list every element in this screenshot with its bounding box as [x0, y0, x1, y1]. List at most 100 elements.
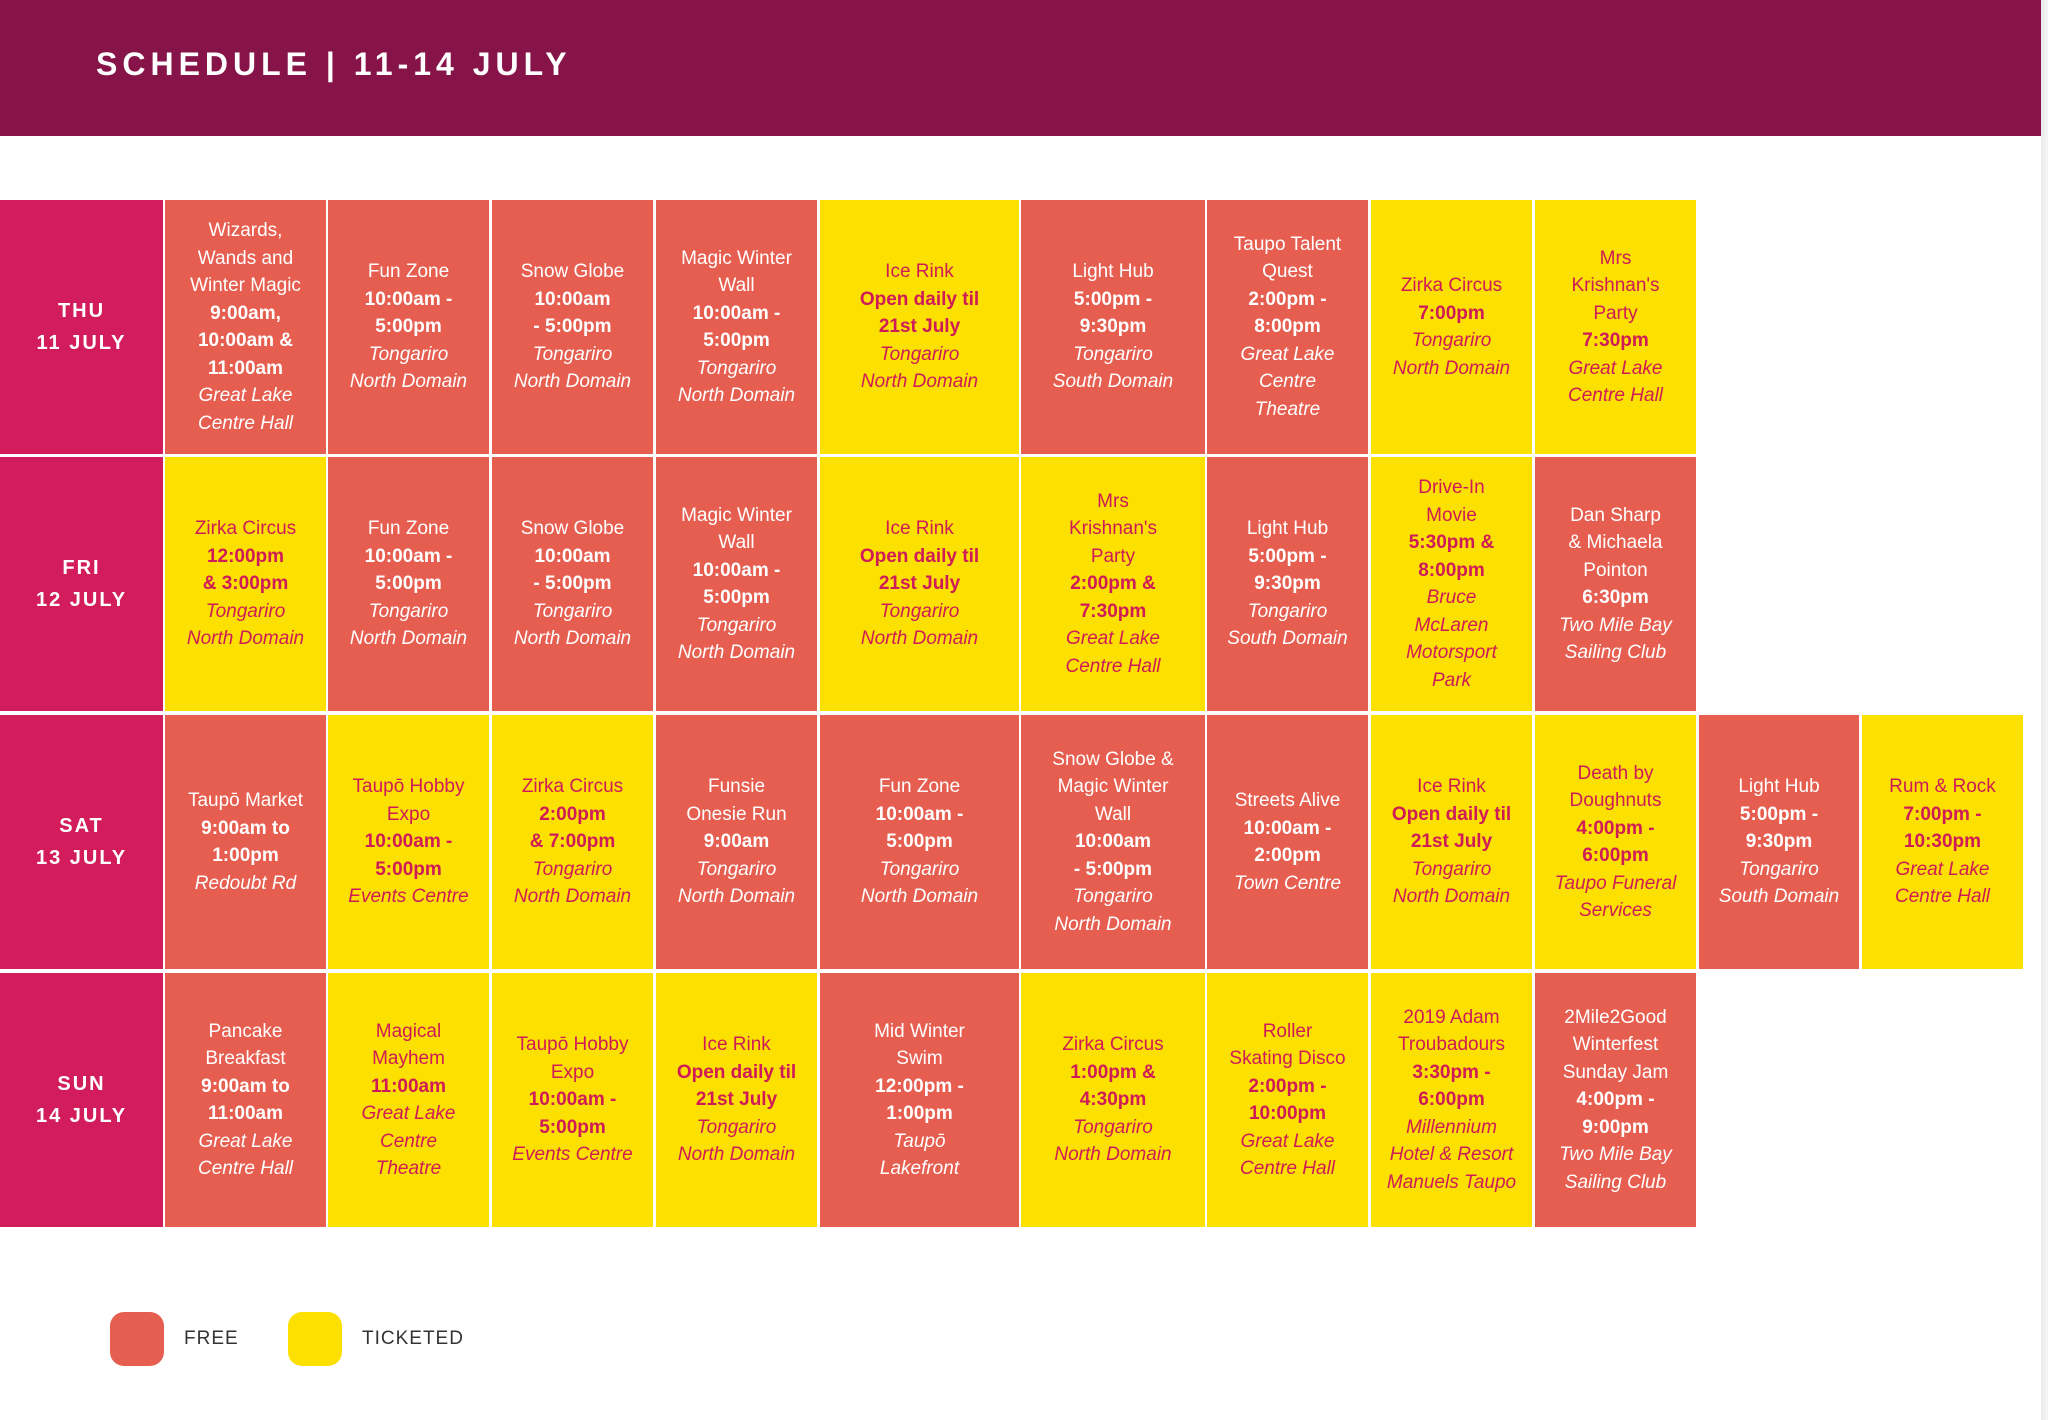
event-time: 21st July — [695, 1089, 778, 1111]
event-venue: Tongariro — [696, 357, 777, 379]
event-venue: Tongariro — [1247, 600, 1328, 622]
event-time: 10:00am - — [528, 1089, 617, 1111]
event-cell-funsie-onesie-run: Funsie Onesie Run 9:00am Tongariro North Dom… — [656, 715, 817, 969]
event-name: Party — [1090, 545, 1136, 567]
event-name: Skating Disco — [1229, 1048, 1346, 1069]
event-venue: North Domain — [860, 886, 979, 908]
event-venue: Great Lake — [1895, 858, 1990, 880]
event-time: 21st July — [1410, 831, 1493, 853]
event-venue: Manuels Taupo — [1386, 1171, 1517, 1193]
event-time: 5:30pm & — [1408, 532, 1495, 553]
event-time: 11:00am — [370, 1075, 446, 1097]
event-venue: Centre Hall — [197, 1158, 294, 1179]
event-name: Movie — [1426, 504, 1477, 526]
event-name: Ice Rink — [702, 1034, 771, 1056]
event-time: 8:00pm — [1254, 316, 1321, 338]
event-venue: North Domain — [513, 628, 632, 650]
event-cell-light-hub: Light Hub 5:00pm - 9:30pm Tongariro South Do… — [1207, 457, 1368, 711]
event-time: 9:00am — [703, 831, 770, 853]
event-venue: Centre Hall — [1567, 385, 1664, 406]
event-time: 2:00pm & — [1070, 573, 1156, 595]
event-cell-streets-alive: Streets Alive 10:00am - 2:00pm Town Centre — [1207, 715, 1368, 969]
event-venue: Tongariro — [1411, 330, 1492, 351]
event-time: 2:00pm - — [1248, 1075, 1327, 1097]
day-name: SUN — [57, 1073, 106, 1095]
event-name: Wands and — [197, 247, 294, 269]
event-venue: North Domain — [349, 371, 468, 393]
event-cell-dan-sharp-michaela-pointon: Dan Sharp & Michaela Pointon 6:30pm Two Mile… — [1535, 457, 1696, 711]
event-time: 10:00pm — [1248, 1103, 1327, 1124]
event-time: 6:30pm — [1582, 587, 1649, 608]
event-time: 10:00am - — [692, 559, 781, 581]
event-cell-light-hub: Light Hub 5:00pm - 9:30pm Tongariro South Do… — [1699, 715, 1859, 969]
event-venue: Great Lake — [1066, 628, 1160, 650]
event-time: 10:00am - — [1243, 817, 1332, 839]
event-name: 2019 Adam — [1403, 1006, 1500, 1028]
event-name: Expo — [550, 1061, 595, 1083]
event-name: Zirka Circus — [1062, 1034, 1164, 1056]
legend-item-ticketed: TICKETED — [288, 1312, 464, 1366]
event-time: 5:00pm — [375, 858, 442, 880]
day-label-sat: SAT 13 JULY — [0, 715, 163, 969]
event-cell-wizards-wands-and-winter-magic: Wizards, Wands and Winter Magic 9:00am, 10:0… — [165, 200, 326, 454]
event-name: Roller — [1262, 1020, 1313, 1042]
event-name: Taupō Hobby — [516, 1034, 629, 1056]
event-cell-zirka-circus: Zirka Circus 2:00pm & 7:00pm Tongariro North… — [492, 715, 653, 969]
event-time: 2:00pm - — [1248, 288, 1327, 310]
event-venue: Town Centre — [1233, 872, 1342, 894]
event-venue: North Domain — [1054, 1144, 1172, 1166]
event-cell-zirka-circus: Zirka Circus 7:00pm Tongariro North Domain — [1371, 200, 1532, 454]
event-venue: Centre — [379, 1130, 438, 1152]
event-venue: North Domain — [677, 642, 796, 663]
event-name: Light Hub — [1072, 261, 1154, 283]
event-time: 10:00am - — [364, 288, 453, 310]
event-cell-magical-mayhem: Magical Mayhem 11:00am Great Lake Centre Thea… — [328, 973, 489, 1227]
event-cell-magic-winter-wall: Magic Winter Wall 10:00am - 5:00pm Tongariro… — [656, 457, 817, 711]
event-cell-snow-globe: Snow Globe 10:00am - 5:00pm Tongariro North … — [492, 457, 653, 711]
event-name: Mid Winter — [874, 1020, 965, 1042]
event-cell-mrs-krishnan-s-party: Mrs Krishnan's Party 2:00pm & 7:30pm Great La… — [1021, 457, 1205, 711]
event-cell-ice-rink: Ice Rink Open daily til 21st July Tongariro… — [820, 200, 1019, 454]
event-venue: Tongariro — [368, 343, 449, 365]
event-time: 21st July — [878, 573, 961, 595]
event-time: 5:00pm — [375, 573, 442, 595]
event-name: Wall — [718, 532, 755, 553]
event-venue: North Domain — [186, 628, 305, 650]
event-name: Wall — [1094, 803, 1132, 825]
event-cell-ice-rink: Ice Rink Open daily til 21st July Tongariro… — [820, 457, 1019, 711]
event-venue: North Domain — [349, 628, 468, 650]
event-time: Open daily til — [676, 1061, 797, 1083]
event-venue: Events Centre — [512, 1144, 633, 1166]
event-name: Taupō Market — [187, 790, 304, 811]
event-name: Fun Zone — [878, 776, 961, 798]
day-label-fri: FRI 12 JULY — [0, 457, 163, 711]
event-time: 5:00pm — [703, 330, 770, 351]
event-time: 9:00am, — [210, 302, 281, 324]
event-name: Ice Rink — [1417, 776, 1486, 798]
event-venue: Lakefront — [879, 1158, 960, 1179]
event-time: 5:00pm - — [1073, 288, 1153, 310]
event-time: 21st July — [878, 316, 961, 338]
event-name: Snow Globe — [520, 261, 625, 283]
event-venue: Park — [1431, 669, 1472, 691]
day-date: 11 JULY — [36, 332, 127, 354]
event-venue: Tongariro — [1073, 886, 1153, 908]
event-cell-taup-hobby-expo: Taupō Hobby Expo 10:00am - 5:00pm Events Cen… — [328, 715, 489, 969]
event-venue: Two Mile Bay — [1559, 1144, 1672, 1166]
event-venue: Tongariro — [879, 858, 960, 880]
event-name: Quest — [1262, 261, 1313, 283]
event-name: Swim — [896, 1048, 943, 1069]
event-time: 12:00pm - — [875, 1075, 964, 1097]
event-venue: Tongariro — [879, 343, 960, 365]
day-name: SAT — [59, 815, 104, 837]
event-name: Zirka Circus — [194, 518, 297, 540]
event-venue: Centre — [1258, 371, 1317, 393]
event-time: 4:00pm - — [1576, 817, 1655, 839]
event-venue: North Domain — [513, 371, 632, 393]
event-name: Ice Rink — [885, 261, 954, 283]
event-venue: Tongariro — [879, 600, 960, 622]
event-time: 7:00pm — [1418, 302, 1485, 324]
event-cell-pancake-breakfast: Pancake Breakfast 9:00am to 11:00am Great La… — [165, 973, 326, 1227]
event-venue: Millennium — [1406, 1116, 1497, 1138]
